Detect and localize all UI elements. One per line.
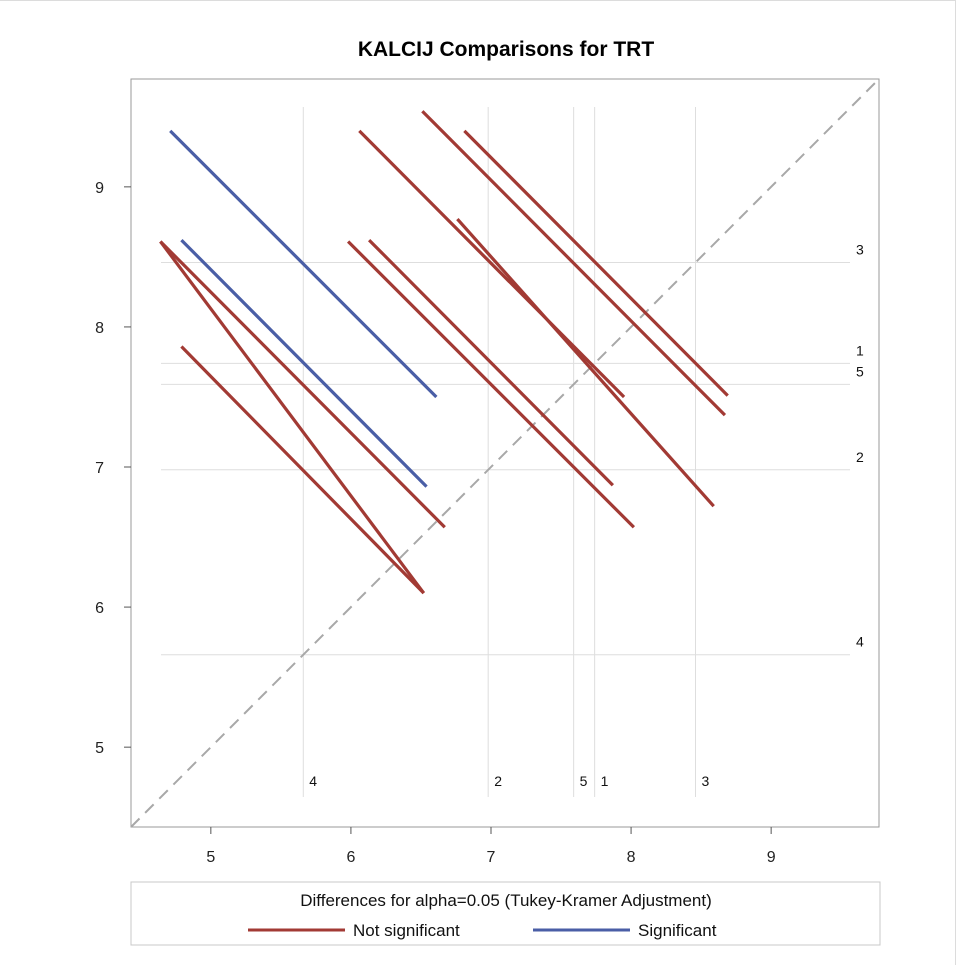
- ref-label-y-3: 3: [856, 241, 864, 257]
- not-significant-segment-6: [358, 129, 626, 399]
- y-axis: 5 6 7 8 9: [95, 180, 131, 757]
- not-significant-segment-1: [159, 240, 426, 595]
- y-tick-label-6: 6: [95, 600, 104, 617]
- ref-label-x-4: 4: [309, 773, 317, 789]
- legend-label-not-significant: Not significant: [353, 921, 460, 940]
- legend-box: [130, 881, 881, 946]
- significant-segment-1: [169, 129, 438, 399]
- x-tick-label-8: 8: [627, 849, 636, 866]
- not-significant-segment-2: [159, 240, 446, 529]
- ref-label-y-1: 1: [856, 342, 864, 358]
- y-tick-label-5: 5: [95, 740, 104, 757]
- comparison-segments: [159, 110, 729, 595]
- ref-label-y-5: 5: [856, 363, 864, 379]
- x-axis: 5 6 7 8 9: [206, 827, 776, 866]
- x-tick-label-7: 7: [487, 849, 496, 866]
- legend-label-significant: Significant: [638, 921, 717, 940]
- not-significant-segment-8: [463, 129, 729, 397]
- y-tick-label-7: 7: [95, 460, 104, 477]
- not-significant-segment-4: [346, 240, 636, 529]
- ref-label-x-5: 5: [580, 773, 588, 789]
- not-significant-segment-5: [367, 238, 614, 487]
- not-significant-segment-7: [421, 110, 727, 417]
- ref-label-x-3: 3: [702, 773, 710, 789]
- not-significant-segment-3: [180, 345, 425, 595]
- legend: Differences for alpha=0.05 (Tukey-Kramer…: [130, 881, 881, 946]
- chart-title: KALCIJ Comparisons for TRT: [358, 38, 655, 61]
- x-tick-label-5: 5: [206, 849, 215, 866]
- not-significant-segment-9: [456, 218, 715, 508]
- y-tick-label-9: 9: [95, 180, 104, 197]
- y-tick-label-8: 8: [95, 320, 104, 337]
- ref-label-x-1: 1: [601, 773, 609, 789]
- ref-label-x-2: 2: [494, 773, 502, 789]
- legend-title: Differences for alpha=0.05 (Tukey-Kramer…: [300, 891, 712, 910]
- diagonal-reference: [130, 78, 880, 828]
- significant-segment-2: [180, 238, 428, 488]
- ref-label-y-4: 4: [856, 634, 864, 650]
- diagonal-line: [130, 78, 880, 828]
- x-tick-label-6: 6: [346, 849, 355, 866]
- x-tick-label-9: 9: [767, 849, 776, 866]
- ref-label-y-2: 2: [856, 449, 864, 465]
